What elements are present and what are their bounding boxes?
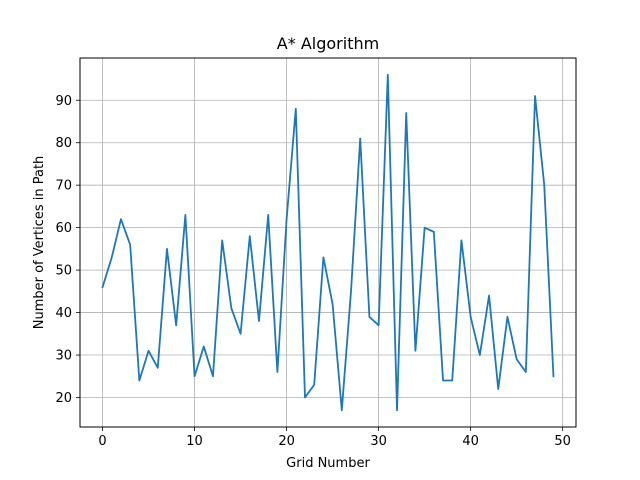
x-tick-label: 0: [98, 434, 106, 449]
y-tick-label: 50: [55, 264, 72, 279]
x-tick-label: 50: [554, 434, 571, 449]
y-tick-label: 40: [55, 306, 72, 321]
x-tick-label: 30: [370, 434, 387, 449]
y-tick-label: 80: [55, 136, 72, 151]
y-tick-label: 30: [55, 349, 72, 364]
y-axis-label: Number of Vertices in Path: [32, 156, 47, 330]
series-layer: [101, 73, 555, 412]
x-tick-label: 40: [462, 434, 479, 449]
y-tick-label: 20: [55, 391, 72, 406]
grid: [80, 58, 576, 427]
plot-area-frame: [79, 57, 577, 428]
y-tick-label: 70: [55, 179, 72, 194]
chart-title: A* Algorithm: [277, 34, 379, 53]
x-tick-label: 10: [186, 434, 203, 449]
x-axis-label: Grid Number: [286, 456, 370, 471]
x-tick-label: 20: [278, 434, 295, 449]
y-tick-label: 60: [55, 221, 72, 236]
series-line: [101, 73, 555, 412]
axis-ticks: 0 10 20 30 40 50 20 30 40 50 60 70 80 90: [55, 94, 570, 449]
y-tick-label: 90: [55, 94, 72, 109]
